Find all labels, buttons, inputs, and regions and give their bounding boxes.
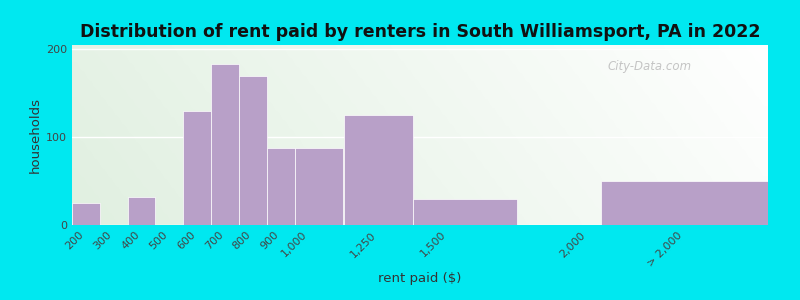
Text: City-Data.com: City-Data.com [608,60,692,73]
Bar [211,64,239,225]
Bar [267,148,294,225]
Bar [183,111,211,225]
Y-axis label: households: households [29,97,42,173]
Bar [239,76,266,225]
Bar [128,197,155,225]
Title: Distribution of rent paid by renters in South Williamsport, PA in 2022: Distribution of rent paid by renters in … [80,23,760,41]
Bar [413,199,518,225]
X-axis label: rent paid ($): rent paid ($) [378,272,462,286]
Bar [72,203,100,225]
Bar [295,148,343,225]
Bar [601,181,768,225]
Bar [343,115,413,225]
